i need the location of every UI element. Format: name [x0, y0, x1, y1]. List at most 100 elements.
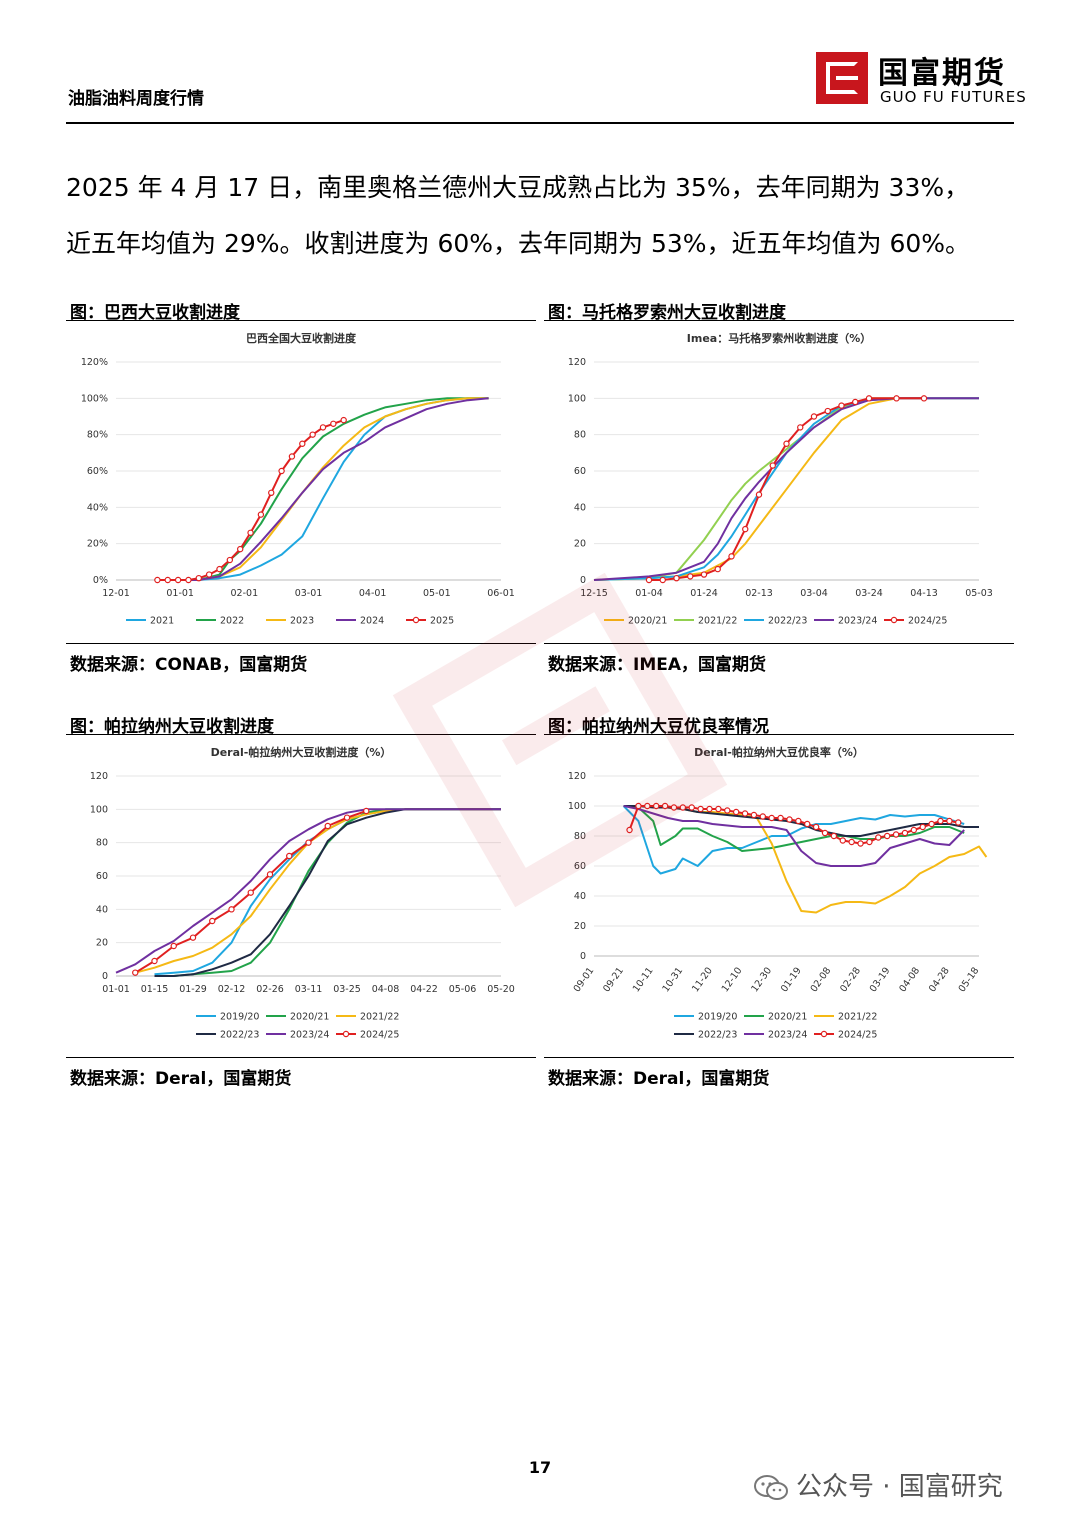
legend-label: 2020/21: [628, 616, 667, 627]
legend-label: 2022/23: [220, 1030, 259, 1041]
x-tick-label: 01-01: [102, 984, 130, 995]
series-point: [928, 820, 935, 828]
x-tick-label: 05-20: [487, 984, 515, 995]
logo-chinese: 国富期货: [878, 56, 1006, 91]
series-point: [164, 576, 171, 584]
series-point: [185, 576, 192, 584]
figure-1-bottom-rule: [66, 643, 536, 645]
x-tick-label: 05-01: [423, 588, 451, 599]
legend-label: 2024/25: [908, 616, 947, 627]
chart-brazil-harvest: 巴西全国大豆收割进度 0% 20% 40% 60% 80% 100% 120% 12-01 01-…: [81, 331, 515, 627]
y-tick-label: 80: [574, 430, 586, 441]
legend-label: 2023/24: [290, 1030, 329, 1041]
series-point: [777, 814, 784, 822]
chart-title: Imea：马托格罗索州收割进度（%）: [687, 331, 871, 345]
series-point: [955, 819, 962, 826]
figure-3-top-rule: [66, 734, 536, 736]
series-point: [946, 817, 953, 825]
legend-swatch-marker: [342, 1030, 350, 1038]
figure-2-top-rule: [544, 320, 1014, 322]
chart-title: 巴西全国大豆收割进度: [246, 331, 357, 345]
y-tick-label: 0: [102, 971, 108, 982]
header-divider: [66, 122, 1014, 124]
series-point: [174, 576, 182, 584]
figure-1-source: 数据来源：CONAB，国富期货: [70, 655, 308, 675]
x-tick-label: 05-03: [965, 588, 993, 599]
series-point: [343, 814, 351, 821]
x-tick-label: 04-01: [359, 588, 387, 599]
series-point: [783, 440, 790, 447]
y-tick-label: 120: [90, 771, 108, 782]
x-tick-label: 12-10: [720, 965, 745, 994]
series-point: [670, 804, 678, 811]
x-tick-label: 12-30: [749, 965, 774, 994]
y-tick-label: 80: [574, 831, 586, 842]
x-tick-label: 01-04: [635, 588, 663, 599]
series-point: [769, 462, 776, 469]
legend-label: 2021/22: [838, 1012, 877, 1023]
y-tick-label: 60: [574, 466, 586, 477]
logo-english: GUO FU FUTURES: [880, 88, 1027, 106]
figure-4-source: 数据来源：Deral，国富期货: [548, 1069, 770, 1089]
series-point: [189, 934, 197, 941]
series-point: [901, 829, 909, 837]
x-tick-label: 04-08: [372, 984, 400, 995]
series-line: [623, 805, 965, 867]
series-line: [628, 805, 959, 845]
y-tick-label: 120%: [81, 357, 108, 368]
legend-label: 2022/23: [698, 1030, 737, 1041]
series-point: [742, 525, 749, 533]
body-paragraph-line-1: 2025 年 4 月 17 日，南里奥格兰德州大豆成熟占比为 35%，去年同期为…: [66, 173, 970, 202]
x-tick-label: 04-22: [410, 984, 438, 995]
series-point: [883, 832, 891, 840]
series-point: [644, 802, 651, 810]
figure-4-top-rule: [544, 734, 1014, 736]
series-point: [810, 413, 818, 420]
legend-label: 2020/21: [290, 1012, 329, 1023]
series-point: [866, 838, 873, 846]
series-point: [728, 553, 735, 560]
logo-mark-icon: [816, 52, 868, 104]
wechat-account-label: 公众号 · 国富研究: [796, 1472, 1003, 1502]
chart-mato-grosso-harvest: Imea：马托格罗索州收割进度（%） 0 20 40 60 80 100 120 12-15 01…: [568, 331, 993, 627]
series-point: [363, 807, 370, 815]
y-tick-label: 60: [574, 861, 586, 872]
figure-2-source: 数据来源：IMEA，国富期货: [548, 655, 767, 675]
document-title: 油脂油料周度行情: [68, 89, 204, 109]
series-point: [830, 832, 838, 840]
series-point: [309, 431, 316, 438]
series-point: [893, 395, 900, 402]
series-point: [209, 917, 216, 925]
series-point: [288, 453, 296, 460]
legend-label: 2019/20: [220, 1012, 259, 1023]
legend-label: 2024: [360, 616, 384, 627]
x-tick-label: 10-31: [660, 965, 685, 994]
figure-1-title: 图：巴西大豆收割进度: [70, 303, 240, 323]
x-tick-label: 02-01: [231, 588, 259, 599]
y-tick-label: 40: [96, 904, 108, 915]
legend-label: 2021/22: [698, 616, 737, 627]
series-point: [340, 416, 347, 424]
legend-swatch-marker: [890, 616, 898, 624]
figure-4-title: 图：帕拉纳州大豆优良率情况: [548, 717, 769, 737]
y-tick-label: 100: [568, 801, 586, 812]
series-point: [286, 852, 293, 860]
chart-parana-harvest: Deral-帕拉纳州大豆收割进度（%） 0 20 40 60 80 100 120 01-01 0…: [90, 745, 515, 1041]
figure-3-bottom-rule: [66, 1057, 536, 1059]
series-point: [804, 820, 811, 828]
y-tick-label: 100: [90, 804, 108, 815]
x-tick-label: 10-11: [631, 965, 656, 994]
figure-2-title: 图：马托格罗索州大豆收割进度: [548, 303, 786, 323]
y-tick-label: 120: [568, 357, 586, 368]
series-point: [795, 817, 802, 825]
series-point: [920, 395, 928, 402]
wechat-account: 公众号 · 国富研究: [754, 1466, 1003, 1503]
series-point: [673, 574, 680, 582]
series-point: [824, 407, 831, 415]
legend-label: 2023: [290, 616, 314, 627]
series-point: [278, 467, 285, 475]
x-tick-label: 02-28: [838, 965, 863, 994]
chart-parana-condition: Deral-帕拉纳州大豆优良率（%） 0 20 40 60 80 100 120 09-01 09…: [568, 745, 988, 1041]
series-line: [157, 397, 489, 581]
legend-label: 2023/24: [838, 616, 877, 627]
